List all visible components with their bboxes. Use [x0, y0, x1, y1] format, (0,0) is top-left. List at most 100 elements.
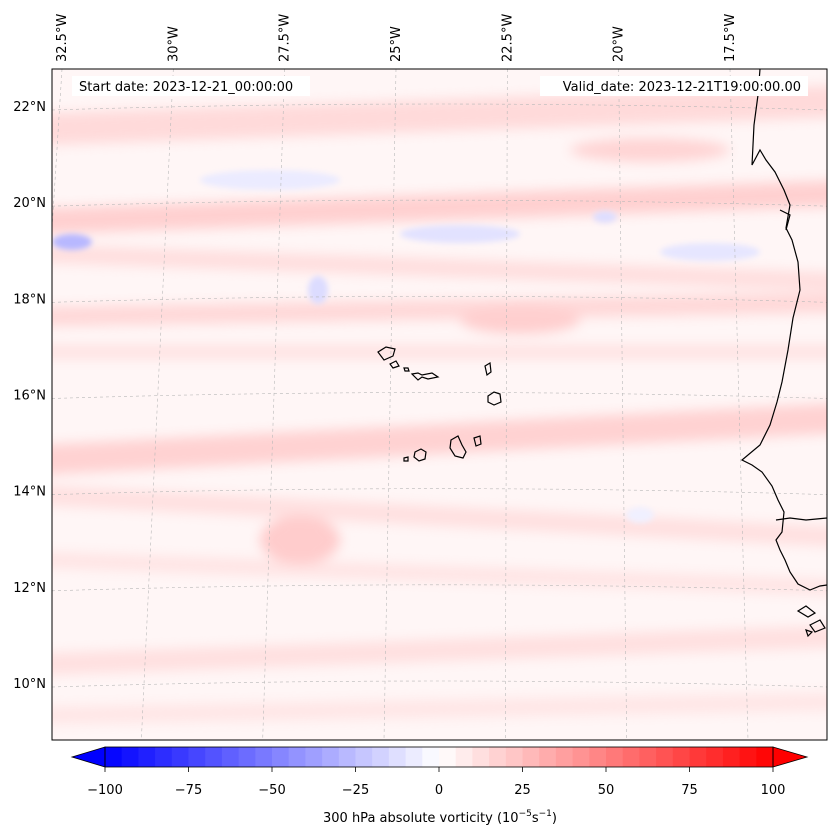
island-fogo	[413, 448, 427, 462]
colorbar-segment	[472, 747, 490, 767]
latitude-tick-label: 12°N	[13, 581, 46, 596]
meridian-gridline	[505, 69, 508, 740]
colorbar-segment	[489, 747, 507, 767]
map-panel: Start date: 2023-12-21_00:00:00 Valid_da…	[51, 68, 828, 741]
colorbar-segment	[572, 747, 590, 767]
coastline	[740, 69, 827, 638]
latitude-tick-label: 20°N	[13, 196, 46, 211]
senegal-gambia-coast	[775, 517, 827, 521]
colorbar-label: 300 hPa absolute vorticity (10−5s−1)	[323, 809, 557, 826]
island-sal	[484, 362, 492, 377]
map-frame	[51, 68, 828, 741]
parallel-gridline	[52, 296, 827, 303]
meridian-gridline	[262, 69, 285, 740]
colorbar-tick-label: 0	[435, 783, 443, 798]
colorbar-segment	[305, 747, 323, 767]
island-brava	[403, 456, 409, 462]
map-background	[52, 69, 827, 740]
bissagos-islands	[796, 605, 826, 638]
parallel-gridline	[52, 584, 827, 592]
colorbar-segment	[722, 747, 741, 767]
meridian-gridline	[729, 69, 749, 740]
colorbar-segment	[205, 747, 223, 767]
colorbar-tick-label: −50	[258, 783, 285, 798]
colorbar-segment	[121, 747, 139, 767]
colorbar-segment	[656, 747, 674, 767]
colorbar-segment	[756, 747, 774, 767]
longitude-tick-labels: 32.5°W 30°W 27.5°W 25°W 22.5°W 20°W 17.5°W	[55, 14, 738, 62]
colorbar-segment	[639, 747, 657, 767]
colorbar-segment	[505, 747, 523, 767]
africa-coastline	[740, 69, 827, 591]
colorbar-label-main: 300 hPa absolute vorticity (10	[323, 811, 519, 826]
colorbar-segment	[355, 747, 373, 767]
colorbar-tick-label: −100	[87, 783, 123, 798]
longitude-tick-label: 32.5°W	[55, 14, 70, 62]
colorbar-segment	[606, 747, 624, 767]
colorbar-ticks: −100 −75 −50 −25 0 25 50 75 100	[87, 767, 785, 798]
colorbar-segment	[622, 747, 640, 767]
cape-verde-islands	[377, 346, 502, 462]
colorbar-segment	[589, 747, 607, 767]
colorbar-segment	[255, 747, 273, 767]
longitude-tick-label: 27.5°W	[278, 14, 293, 62]
vorticity-bands	[52, 85, 827, 725]
colorbar-segment	[288, 747, 306, 767]
colorbar-segment	[221, 747, 240, 767]
latitude-tick-label: 16°N	[13, 389, 46, 404]
colorbar-label-close: )	[552, 811, 557, 826]
longitude-tick-label: 17.5°W	[723, 14, 738, 62]
meridian-gridline	[383, 69, 397, 740]
colorbar-segment	[405, 747, 423, 767]
latitude-tick-labels: 22°N 20°N 18°N 16°N 14°N 12°N 10°N	[13, 100, 46, 692]
colorbar-segment	[555, 747, 574, 767]
negative-vorticity	[52, 170, 760, 523]
colorbar-segment	[338, 747, 356, 767]
colorbar-segment	[439, 747, 457, 767]
island-santo-antao	[377, 346, 396, 361]
colorbar-label-exp1: −5	[519, 809, 532, 819]
vorticity-field	[52, 85, 827, 725]
meridian-gridline	[141, 69, 174, 740]
island-santa-luzia	[403, 367, 410, 372]
meridian-gridline	[618, 69, 627, 740]
colorbar-segment	[455, 747, 473, 767]
longitude-tick-label: 22.5°W	[500, 14, 515, 62]
coast-inlet	[779, 209, 791, 231]
colorbar-label-exp2: −1	[539, 809, 552, 819]
colorbar-segment	[238, 747, 256, 767]
parallel-gridline	[52, 199, 827, 207]
longitude-tick-label: 25°W	[389, 26, 404, 62]
colorbar-tick-label: 50	[598, 783, 615, 798]
colorbar-segment	[522, 747, 540, 767]
island-sao-nicolau	[410, 372, 440, 381]
valid-date-box	[540, 76, 808, 96]
colorbar-segment	[739, 747, 757, 767]
island-sao-vicente	[389, 360, 400, 369]
colorbar-segment	[105, 747, 123, 767]
latitude-tick-label: 18°N	[13, 292, 46, 307]
latitude-tick-label: 22°N	[13, 100, 46, 115]
colorbar-tick-label: 75	[681, 783, 698, 798]
parallel-gridline	[52, 103, 827, 111]
start-date-box	[72, 76, 310, 96]
latitude-tick-label: 14°N	[13, 485, 46, 500]
island-santiago	[449, 435, 467, 459]
colorbar-segment	[388, 747, 407, 767]
colorbar-segments	[105, 747, 774, 767]
colorbar-label-unit: s	[532, 811, 539, 826]
colorbar-segment	[422, 747, 440, 767]
colorbar-segment	[372, 747, 390, 767]
island-boa-vista	[487, 391, 502, 406]
valid-date-label: Valid_date: 2023-12-21T19:00:00.00	[563, 80, 801, 95]
parallel-gridline	[52, 680, 827, 688]
parallel-gridline	[52, 392, 827, 399]
colorbar-segment	[706, 747, 724, 767]
colorbar-tick-label: −25	[342, 783, 369, 798]
colorbar-extend-min	[70, 746, 106, 768]
colorbar-segment	[672, 747, 690, 767]
latitude-tick-label: 10°N	[13, 677, 46, 692]
parallel-gridline	[52, 488, 827, 495]
colorbar-segment	[272, 747, 290, 767]
colorbar-segment	[171, 747, 189, 767]
